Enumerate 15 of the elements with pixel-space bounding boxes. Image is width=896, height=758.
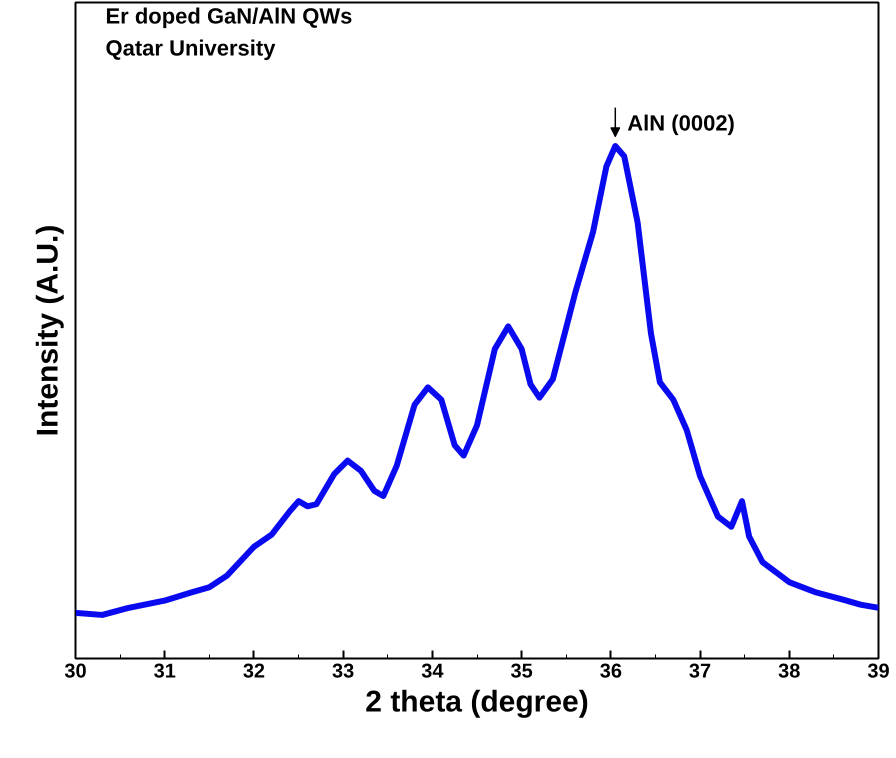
x-tick-label: 39 (867, 660, 890, 682)
x-tick-label: 37 (688, 660, 712, 682)
x-tick-label: 34 (421, 660, 444, 682)
text: Qatar University (106, 36, 276, 60)
x-tick-label: 38 (778, 660, 800, 682)
text: Er doped GaN/AlN QWs (106, 4, 352, 28)
x-axis-title: 2 theta (degree) (365, 686, 589, 718)
x-tick-label: 30 (64, 660, 87, 682)
annotation: AlN (0002) (627, 110, 735, 136)
x-tick-label: 36 (600, 660, 622, 682)
x-tick-label: 31 (154, 660, 176, 682)
x-tick-label: 32 (242, 660, 266, 682)
x-tick-label: 33 (332, 660, 354, 682)
y-axis-title: Intensity (A.U.) (32, 224, 64, 436)
x-tick-label: 35 (510, 660, 533, 682)
